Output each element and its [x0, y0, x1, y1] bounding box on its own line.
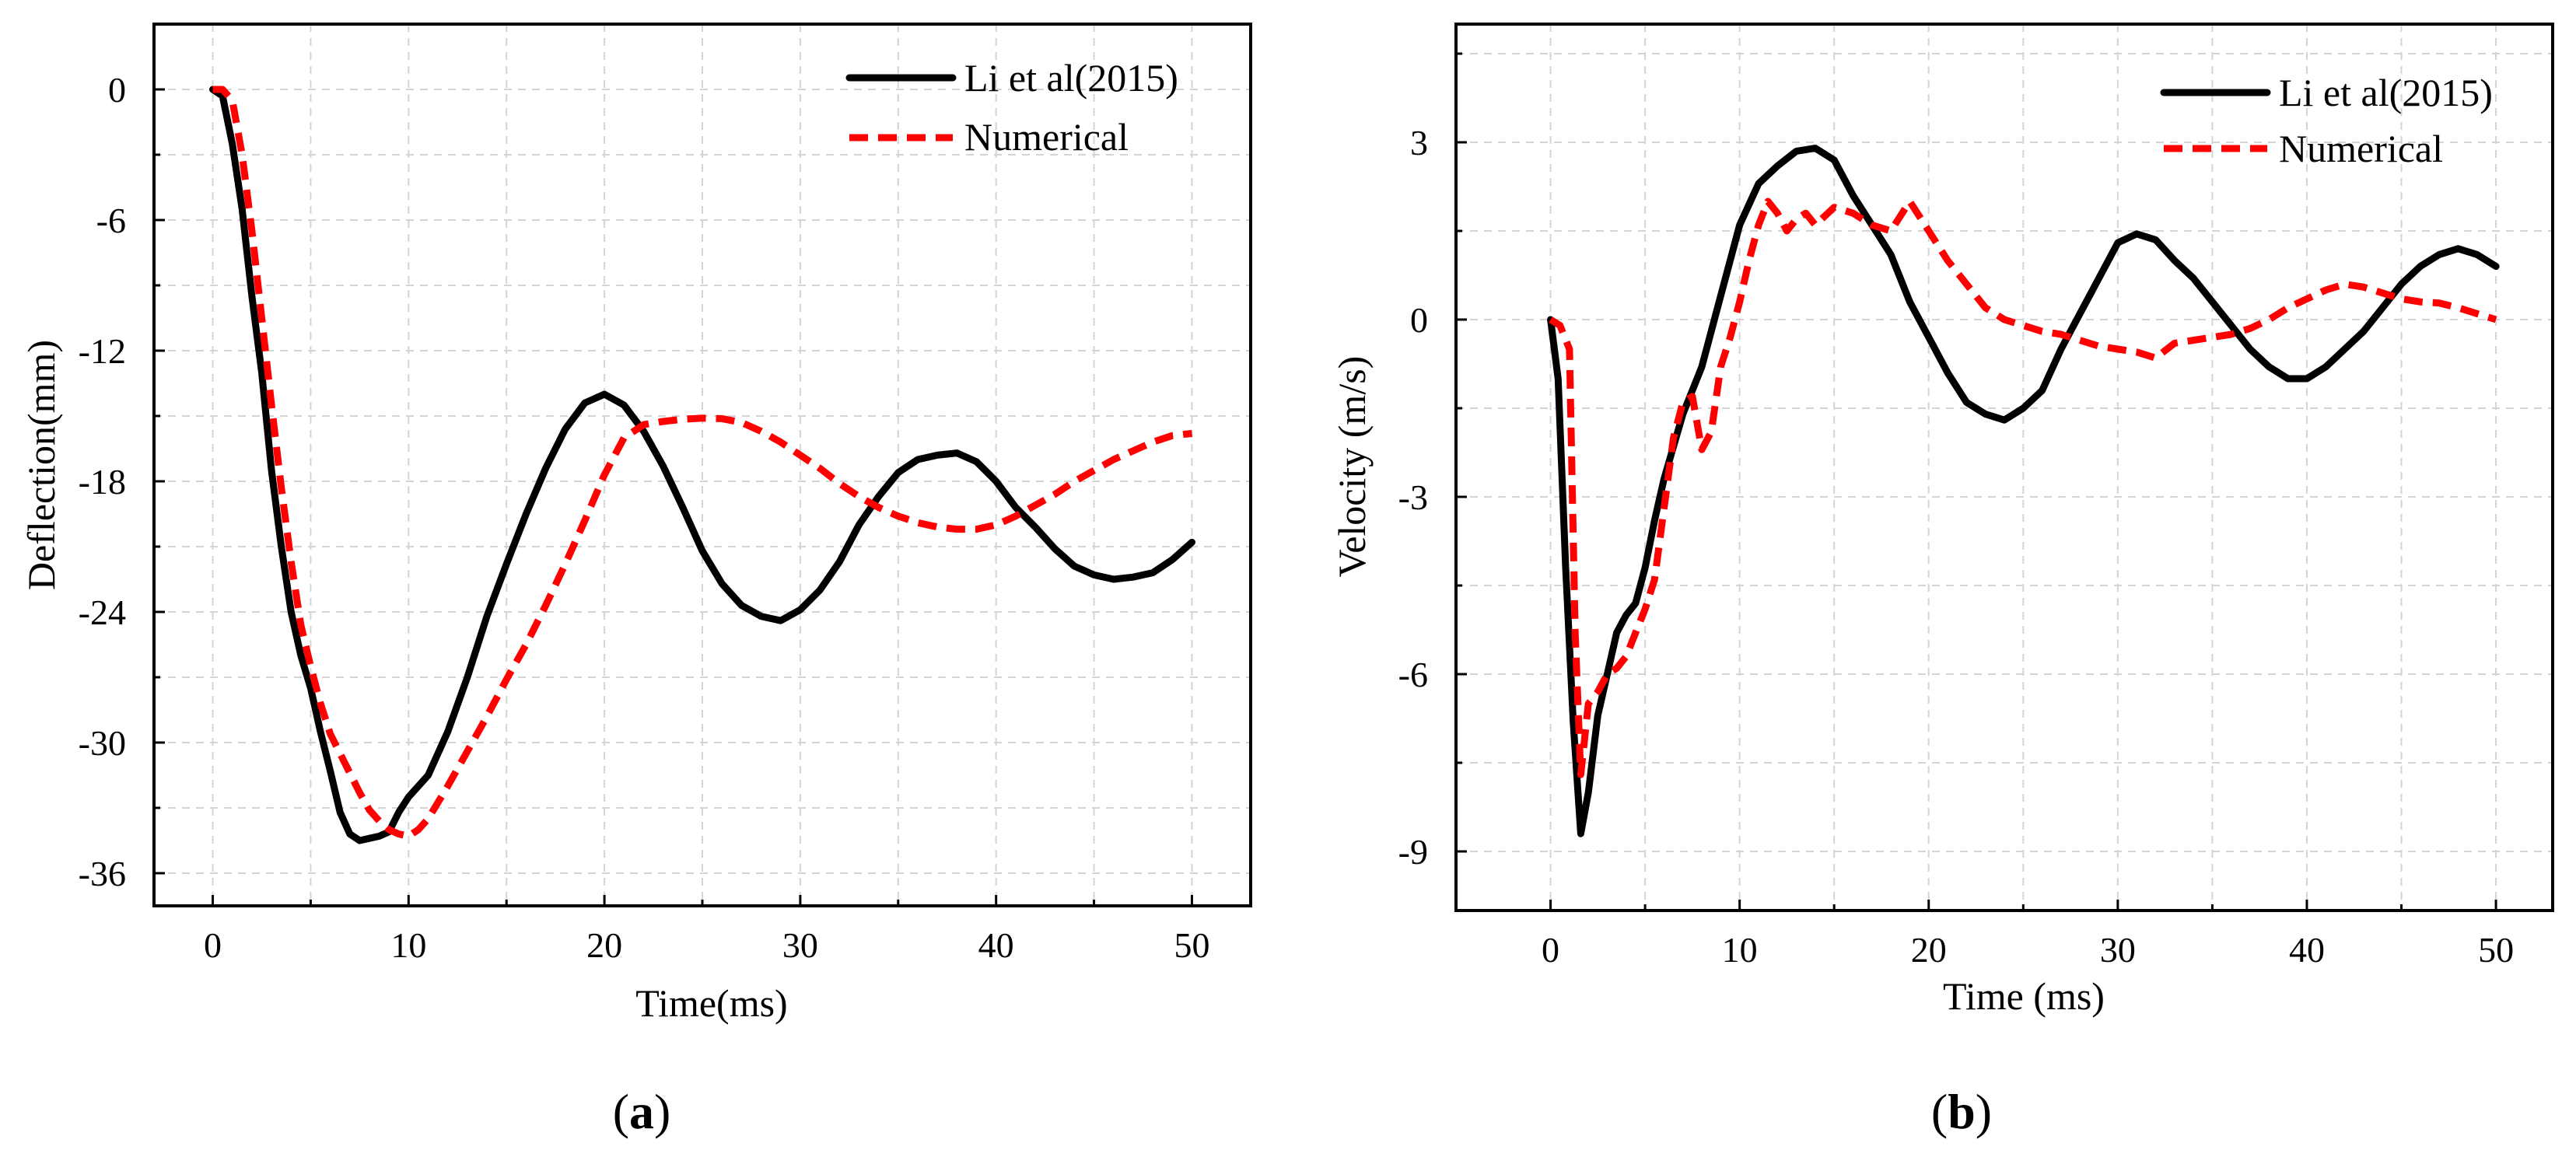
panel-label-b: (b)	[1931, 1084, 1992, 1139]
x-tick-label: 0	[1542, 930, 1559, 970]
series-line-numerical	[1549, 197, 2497, 778]
y-tick-label: -6	[1398, 655, 1428, 694]
x-tick-label: 50	[2478, 930, 2514, 970]
y-tick-label: -12	[79, 331, 126, 371]
plot-frame-b	[1454, 23, 2554, 912]
y-tick-label: -36	[79, 854, 126, 893]
x-tick-label: 10	[390, 925, 426, 965]
y-axis-title-b: Velocity (m/s)	[1330, 356, 1374, 578]
x-tick-label: 0	[204, 925, 222, 965]
y-tick-label: -6	[96, 201, 126, 240]
x-axis-title-a: Time(ms)	[635, 981, 787, 1025]
series-line-li-et-al-2015	[209, 86, 1195, 844]
y-tick-label: 3	[1410, 123, 1428, 163]
x-tick-label: 30	[2100, 930, 2136, 970]
panel-letter-b: b	[1948, 1084, 1976, 1139]
y-tick-label: -18	[79, 462, 126, 502]
legend-label-li-et-al: Li et al(2015)	[2279, 71, 2493, 114]
y-tick-label: -30	[79, 723, 126, 763]
legend-label-li-et-al: Li et al(2015)	[964, 56, 1178, 100]
legend-b: Li et al(2015) Numerical	[2160, 71, 2493, 170]
legend-label-numerical: Numerical	[964, 115, 1129, 159]
x-axis-title-b: Time (ms)	[1943, 974, 2105, 1018]
legend-label-numerical: Numerical	[2279, 127, 2443, 170]
x-tick-label: 20	[586, 925, 622, 965]
x-tick-label: 40	[978, 925, 1014, 965]
y-axis-title-a: Deflection(mm)	[19, 340, 63, 590]
y-tick-label: -24	[79, 592, 126, 632]
legend-a: Li et al(2015) Numerical	[845, 56, 1178, 159]
x-tick-label: 20	[1911, 930, 1947, 970]
x-tick-label: 30	[782, 925, 818, 965]
y-tick-label: 0	[1410, 300, 1428, 340]
series-line-numerical	[212, 86, 1192, 840]
y-tick-label: -9	[1398, 832, 1428, 872]
x-tick-label: 10	[1722, 930, 1758, 970]
chart-panel-a: 0 10 20 30 40 50 0 -6 -12 -18 -24 -30 -36 Li et al(2…	[19, 23, 1252, 1139]
y-tick-label: 0	[108, 70, 126, 110]
panel-label-a: (a)	[613, 1084, 671, 1139]
x-tick-label: 40	[2289, 930, 2325, 970]
y-tick-label: -3	[1398, 477, 1428, 517]
x-tick-label: 50	[1174, 925, 1209, 965]
panel-letter-a: a	[629, 1084, 654, 1139]
series-line-li-et-al-2015	[1547, 145, 2500, 837]
